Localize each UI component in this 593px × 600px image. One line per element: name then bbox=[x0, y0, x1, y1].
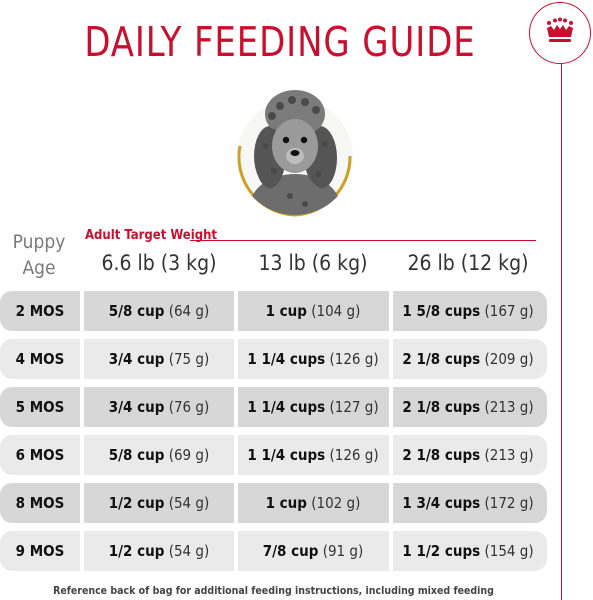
amount-cell: 1 cup (102 g) bbox=[238, 483, 388, 523]
grams-value: (167 g) bbox=[484, 302, 534, 320]
footnote: Reference back of bag for additional fee… bbox=[53, 585, 494, 597]
amount-cell: 1 1/4 cups (126 g) bbox=[238, 339, 388, 379]
column-header-12kg: 26 lb (12 kg) bbox=[407, 251, 529, 275]
grams-value: (76 g) bbox=[168, 398, 210, 416]
grams-value: (126 g) bbox=[329, 350, 379, 368]
cups-value: 1 1/2 cups bbox=[402, 542, 481, 560]
cups-value: 2 1/8 cups bbox=[402, 350, 481, 368]
grams-value: (75 g) bbox=[168, 350, 210, 368]
table-row: 6 MOS 5/8 cup (69 g) 1 1/4 cups (126 g) … bbox=[0, 435, 547, 475]
cell-divider bbox=[234, 339, 238, 379]
crown-icon bbox=[547, 17, 573, 42]
grams-value: (54 g) bbox=[168, 542, 210, 560]
cell-divider bbox=[80, 291, 84, 331]
cell-divider bbox=[80, 339, 84, 379]
amount-cell: 7/8 cup (91 g) bbox=[238, 531, 388, 571]
age-cell: 8 MOS bbox=[15, 494, 65, 512]
grams-value: (126 g) bbox=[329, 446, 379, 464]
amount-cell: 1 5/8 cups (167 g) bbox=[393, 291, 543, 331]
group-label-rule bbox=[190, 240, 536, 241]
cell-divider bbox=[389, 387, 393, 427]
table-row: 8 MOS 1/2 cup (54 g) 1 cup (102 g) 1 3/4… bbox=[0, 483, 547, 523]
row-header-line1: Puppy bbox=[12, 231, 66, 253]
amount-cell: 1 1/2 cups (154 g) bbox=[393, 531, 543, 571]
grams-value: (64 g) bbox=[168, 302, 210, 320]
amount-cell: 1 cup (104 g) bbox=[238, 291, 388, 331]
cups-value: 1/2 cup bbox=[108, 494, 165, 512]
table-row: 4 MOS 3/4 cup (75 g) 1 1/4 cups (126 g) … bbox=[0, 339, 547, 379]
cell-divider bbox=[80, 387, 84, 427]
table-row: 2 MOS 5/8 cup (64 g) 1 cup (104 g) 1 5/8… bbox=[0, 291, 547, 331]
column-header-3kg: 6.6 lb (3 kg) bbox=[101, 251, 217, 275]
amount-cell: 1/2 cup (54 g) bbox=[84, 483, 234, 523]
amount-cell: 5/8 cup (64 g) bbox=[84, 291, 234, 331]
cups-value: 7/8 cup bbox=[262, 542, 319, 560]
cups-value: 1 1/4 cups bbox=[247, 446, 326, 464]
cups-value: 3/4 cup bbox=[108, 398, 165, 416]
cell-divider bbox=[389, 339, 393, 379]
age-cell: 6 MOS bbox=[15, 446, 65, 464]
brand-logo-badge bbox=[529, 2, 591, 64]
column-header-6kg: 13 lb (6 kg) bbox=[258, 251, 368, 275]
row-header-line2: Age bbox=[22, 257, 56, 279]
table-row: 5 MOS 3/4 cup (76 g) 1 1/4 cups (127 g) … bbox=[0, 387, 547, 427]
grams-value: (127 g) bbox=[329, 398, 379, 416]
age-cell: 9 MOS bbox=[15, 542, 65, 560]
cups-value: 3/4 cup bbox=[108, 350, 165, 368]
age-cell: 5 MOS bbox=[15, 398, 65, 416]
cell-divider bbox=[234, 291, 238, 331]
cell-divider bbox=[389, 291, 393, 331]
cups-value: 1 3/4 cups bbox=[402, 494, 481, 512]
grams-value: (54 g) bbox=[168, 494, 210, 512]
puppy-photo bbox=[237, 90, 353, 217]
amount-cell: 1 3/4 cups (172 g) bbox=[393, 483, 543, 523]
amount-cell: 2 1/8 cups (213 g) bbox=[393, 435, 543, 475]
cell-divider bbox=[389, 531, 393, 571]
table-row: 9 MOS 1/2 cup (54 g) 7/8 cup (91 g) 1 1/… bbox=[0, 531, 547, 571]
age-cell: 2 MOS bbox=[15, 302, 65, 320]
cell-divider bbox=[80, 483, 84, 523]
cups-value: 5/8 cup bbox=[108, 446, 165, 464]
grams-value: (69 g) bbox=[168, 446, 210, 464]
amount-cell: 2 1/8 cups (213 g) bbox=[393, 387, 543, 427]
cups-value: 1 1/4 cups bbox=[247, 350, 326, 368]
cell-divider bbox=[234, 531, 238, 571]
cups-value: 2 1/8 cups bbox=[402, 446, 481, 464]
cups-value: 5/8 cup bbox=[108, 302, 165, 320]
amount-cell: 3/4 cup (75 g) bbox=[84, 339, 234, 379]
cell-divider bbox=[80, 435, 84, 475]
grams-value: (172 g) bbox=[484, 494, 534, 512]
grams-value: (209 g) bbox=[484, 350, 534, 368]
amount-cell: 3/4 cup (76 g) bbox=[84, 387, 234, 427]
cell-divider bbox=[234, 435, 238, 475]
age-cell: 4 MOS bbox=[15, 350, 65, 368]
cups-value: 1/2 cup bbox=[108, 542, 165, 560]
cups-value: 1 cup bbox=[265, 302, 307, 320]
cell-divider bbox=[234, 483, 238, 523]
cups-value: 1 5/8 cups bbox=[402, 302, 481, 320]
cups-value: 1 1/4 cups bbox=[247, 398, 326, 416]
cell-divider bbox=[389, 435, 393, 475]
amount-cell: 1 1/4 cups (127 g) bbox=[238, 387, 388, 427]
grams-value: (91 g) bbox=[322, 542, 364, 560]
cups-value: 1 cup bbox=[265, 494, 307, 512]
grams-value: (104 g) bbox=[311, 302, 361, 320]
cell-divider bbox=[234, 387, 238, 427]
grams-value: (102 g) bbox=[311, 494, 361, 512]
grams-value: (213 g) bbox=[484, 398, 534, 416]
amount-cell: 1/2 cup (54 g) bbox=[84, 531, 234, 571]
page-title: DAILY FEEDING GUIDE bbox=[84, 18, 476, 66]
grams-value: (154 g) bbox=[484, 542, 534, 560]
accent-vertical-line bbox=[561, 56, 562, 600]
amount-cell: 1 1/4 cups (126 g) bbox=[238, 435, 388, 475]
cell-divider bbox=[80, 531, 84, 571]
cell-divider bbox=[389, 483, 393, 523]
grams-value: (213 g) bbox=[484, 446, 534, 464]
amount-cell: 2 1/8 cups (209 g) bbox=[393, 339, 543, 379]
row-header: Puppy Age bbox=[0, 229, 78, 281]
cups-value: 2 1/8 cups bbox=[402, 398, 481, 416]
group-label: Adult Target Weight bbox=[85, 228, 218, 243]
amount-cell: 5/8 cup (69 g) bbox=[84, 435, 234, 475]
